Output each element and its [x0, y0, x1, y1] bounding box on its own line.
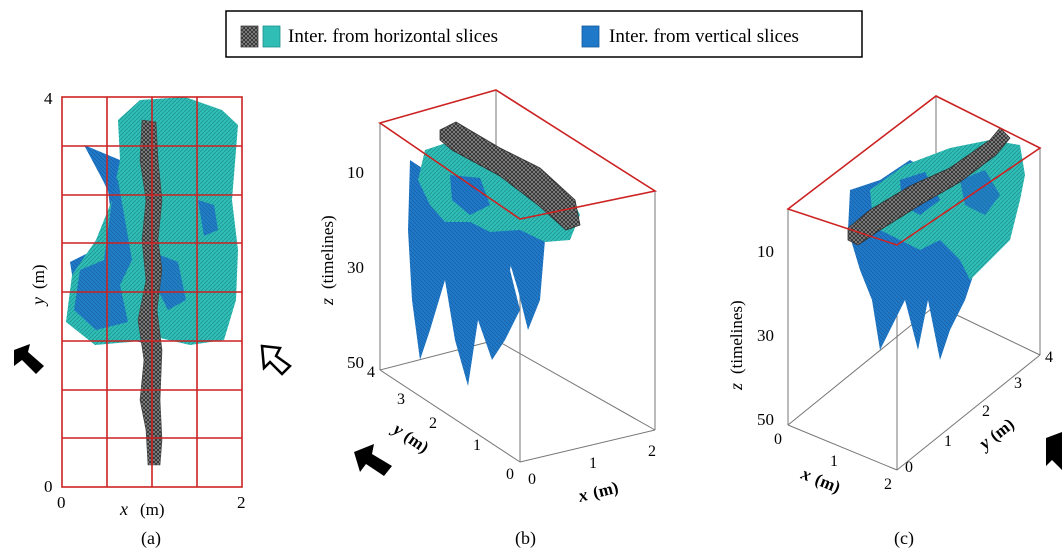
panel-a: 4 0 0 2 x (m) y (m) (a) [14, 89, 292, 549]
panel-a-vertical-patch-2 [158, 255, 186, 310]
panel-a-y-tick-bottom: 0 [44, 477, 53, 496]
panel-a-y-axis-unit: (m) [29, 264, 48, 289]
legend-frame [225, 10, 863, 58]
panel-c-z-tick-30: 30 [757, 326, 774, 345]
panel-b-z-tick-50: 50 [347, 353, 364, 372]
legend-ridge-swatch [240, 25, 259, 48]
panel-c-y-tick-1: 1 [944, 433, 952, 450]
panel-b-y-tick-3: 3 [397, 391, 405, 408]
panel-c-x-tick-0: 0 [774, 431, 782, 448]
panel-c-caption: (c) [894, 528, 914, 549]
panel-a-grid [61, 96, 243, 488]
panel-c-y-tick-4: 4 [1045, 349, 1053, 366]
legend-horizontal-label: Inter. from horizontal slices [288, 26, 498, 47]
panel-b-z-tick-10: 10 [347, 163, 364, 182]
panel-b-y-unit: (m) [401, 427, 433, 457]
panel-b-horizontal-surface [418, 140, 580, 242]
panel-b-top-frame [378, 89, 658, 220]
panel-c-z-label: z [726, 383, 746, 391]
panel-c-x-label: x [798, 463, 815, 485]
panel-b-y-tick-0: 0 [506, 466, 514, 483]
panel-b-x-tick-0: 0 [528, 471, 536, 488]
panel-b-x-unit: (m) [591, 478, 620, 503]
panel-b-x-label: x [575, 484, 590, 506]
panel-c-y-tick-2: 2 [982, 403, 990, 420]
panel-a-vertical-patch [74, 148, 132, 330]
legend-horizontal-swatch [262, 25, 281, 48]
panel-a-caption: (a) [141, 528, 161, 549]
panel-b-z-label: z [317, 298, 337, 306]
panel-c-y-tick-3: 3 [1014, 375, 1022, 392]
panel-c-z-tick-10: 10 [757, 242, 774, 261]
panel-b-vertical-patch [450, 175, 490, 215]
panel-c-x-unit: (m) [812, 470, 843, 497]
legend: Inter. from horizontal slices Inter. fro… [225, 10, 863, 58]
panel-a-x-axis-unit: (m) [140, 500, 165, 519]
panel-a-view-arrow-left-icon [14, 344, 44, 374]
panel-b-x-tick-1: 1 [589, 455, 597, 472]
panel-a-y-tick-top: 4 [44, 89, 53, 108]
panel-a-y-axis-label: y [28, 297, 48, 307]
panel-b-vertical-surface-2 [500, 225, 545, 330]
panel-b-ridge [439, 121, 581, 231]
panel-b: 10 30 50 z (timelines) 4 3 2 1 0 y (m) 0… [317, 89, 658, 549]
panel-b-caption: (b) [515, 528, 536, 549]
panel-c-z-tick-50: 50 [757, 410, 774, 429]
panel-c-view-arrow-icon [1046, 432, 1062, 470]
panel-b-y-tick-4: 4 [367, 364, 375, 381]
panel-c-z-unit: (timelines) [727, 300, 746, 374]
panel-c-y-unit: (m) [986, 414, 1018, 445]
panel-b-y-tick-1: 1 [473, 437, 481, 454]
panel-b-y-tick-2: 2 [429, 415, 437, 432]
legend-vertical-label: Inter. from vertical slices [609, 26, 799, 47]
panel-b-view-arrow-icon [354, 444, 392, 476]
panel-a-x-tick-right: 2 [237, 493, 246, 512]
panel-c-top-frame [786, 95, 1042, 246]
panel-a-x-tick-left: 0 [57, 493, 66, 512]
panel-b-x-tick-2: 2 [648, 443, 656, 460]
legend-vertical-swatch [581, 25, 600, 48]
panel-a-vertical-patch-3 [198, 200, 218, 236]
panel-c: 10 30 50 z (timelines) 0 1 2 x (m) 0 1 2… [726, 95, 1062, 549]
panel-c-ridge [847, 127, 1011, 246]
panel-c-y-tick-0: 0 [905, 459, 913, 476]
panel-c-x-tick-2: 2 [884, 476, 892, 493]
panel-b-z-tick-30: 30 [347, 258, 364, 277]
panel-a-x-axis-label: x [119, 499, 128, 519]
panel-c-x-tick-1: 1 [830, 453, 838, 470]
panel-a-view-arrow-right-icon [260, 344, 292, 376]
panel-b-z-unit: (timelines) [318, 215, 337, 289]
